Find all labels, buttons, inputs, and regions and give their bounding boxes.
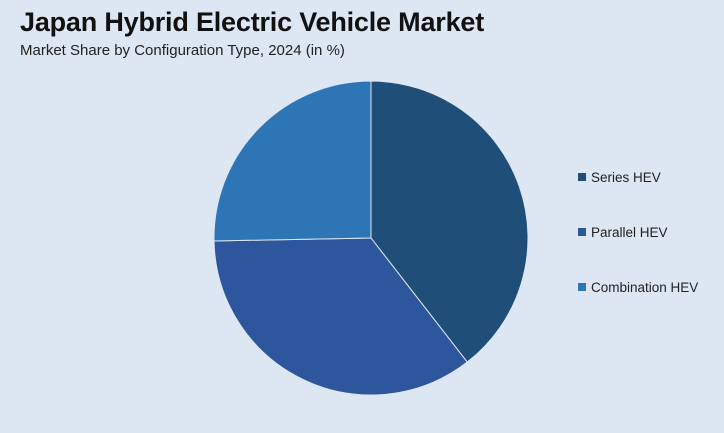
pie-slice-parallel-hev (213, 237, 468, 396)
legend-label-series-hev: Series HEV (591, 169, 661, 185)
pie-slice-series-hev (370, 80, 529, 363)
legend-item-combination-hev: Combination HEV (578, 278, 698, 296)
pie-slices (213, 80, 529, 396)
legend-swatch-parallel-hev (578, 228, 586, 236)
legend-swatch-combination-hev (578, 283, 586, 291)
chart-title: Japan Hybrid Electric Vehicle Market (20, 7, 485, 37)
legend: Series HEV Parallel HEV Combination HEV (578, 168, 698, 333)
legend-item-parallel-hev: Parallel HEV (578, 223, 698, 241)
chart-subtitle: Market Share by Configuration Type, 2024… (20, 42, 345, 59)
legend-item-series-hev: Series HEV (578, 168, 698, 186)
legend-label-combination-hev: Combination HEV (591, 279, 699, 295)
pie-slice-combination-hev (213, 80, 372, 242)
legend-label-parallel-hev: Parallel HEV (591, 224, 668, 240)
legend-swatch-series-hev (578, 173, 586, 181)
